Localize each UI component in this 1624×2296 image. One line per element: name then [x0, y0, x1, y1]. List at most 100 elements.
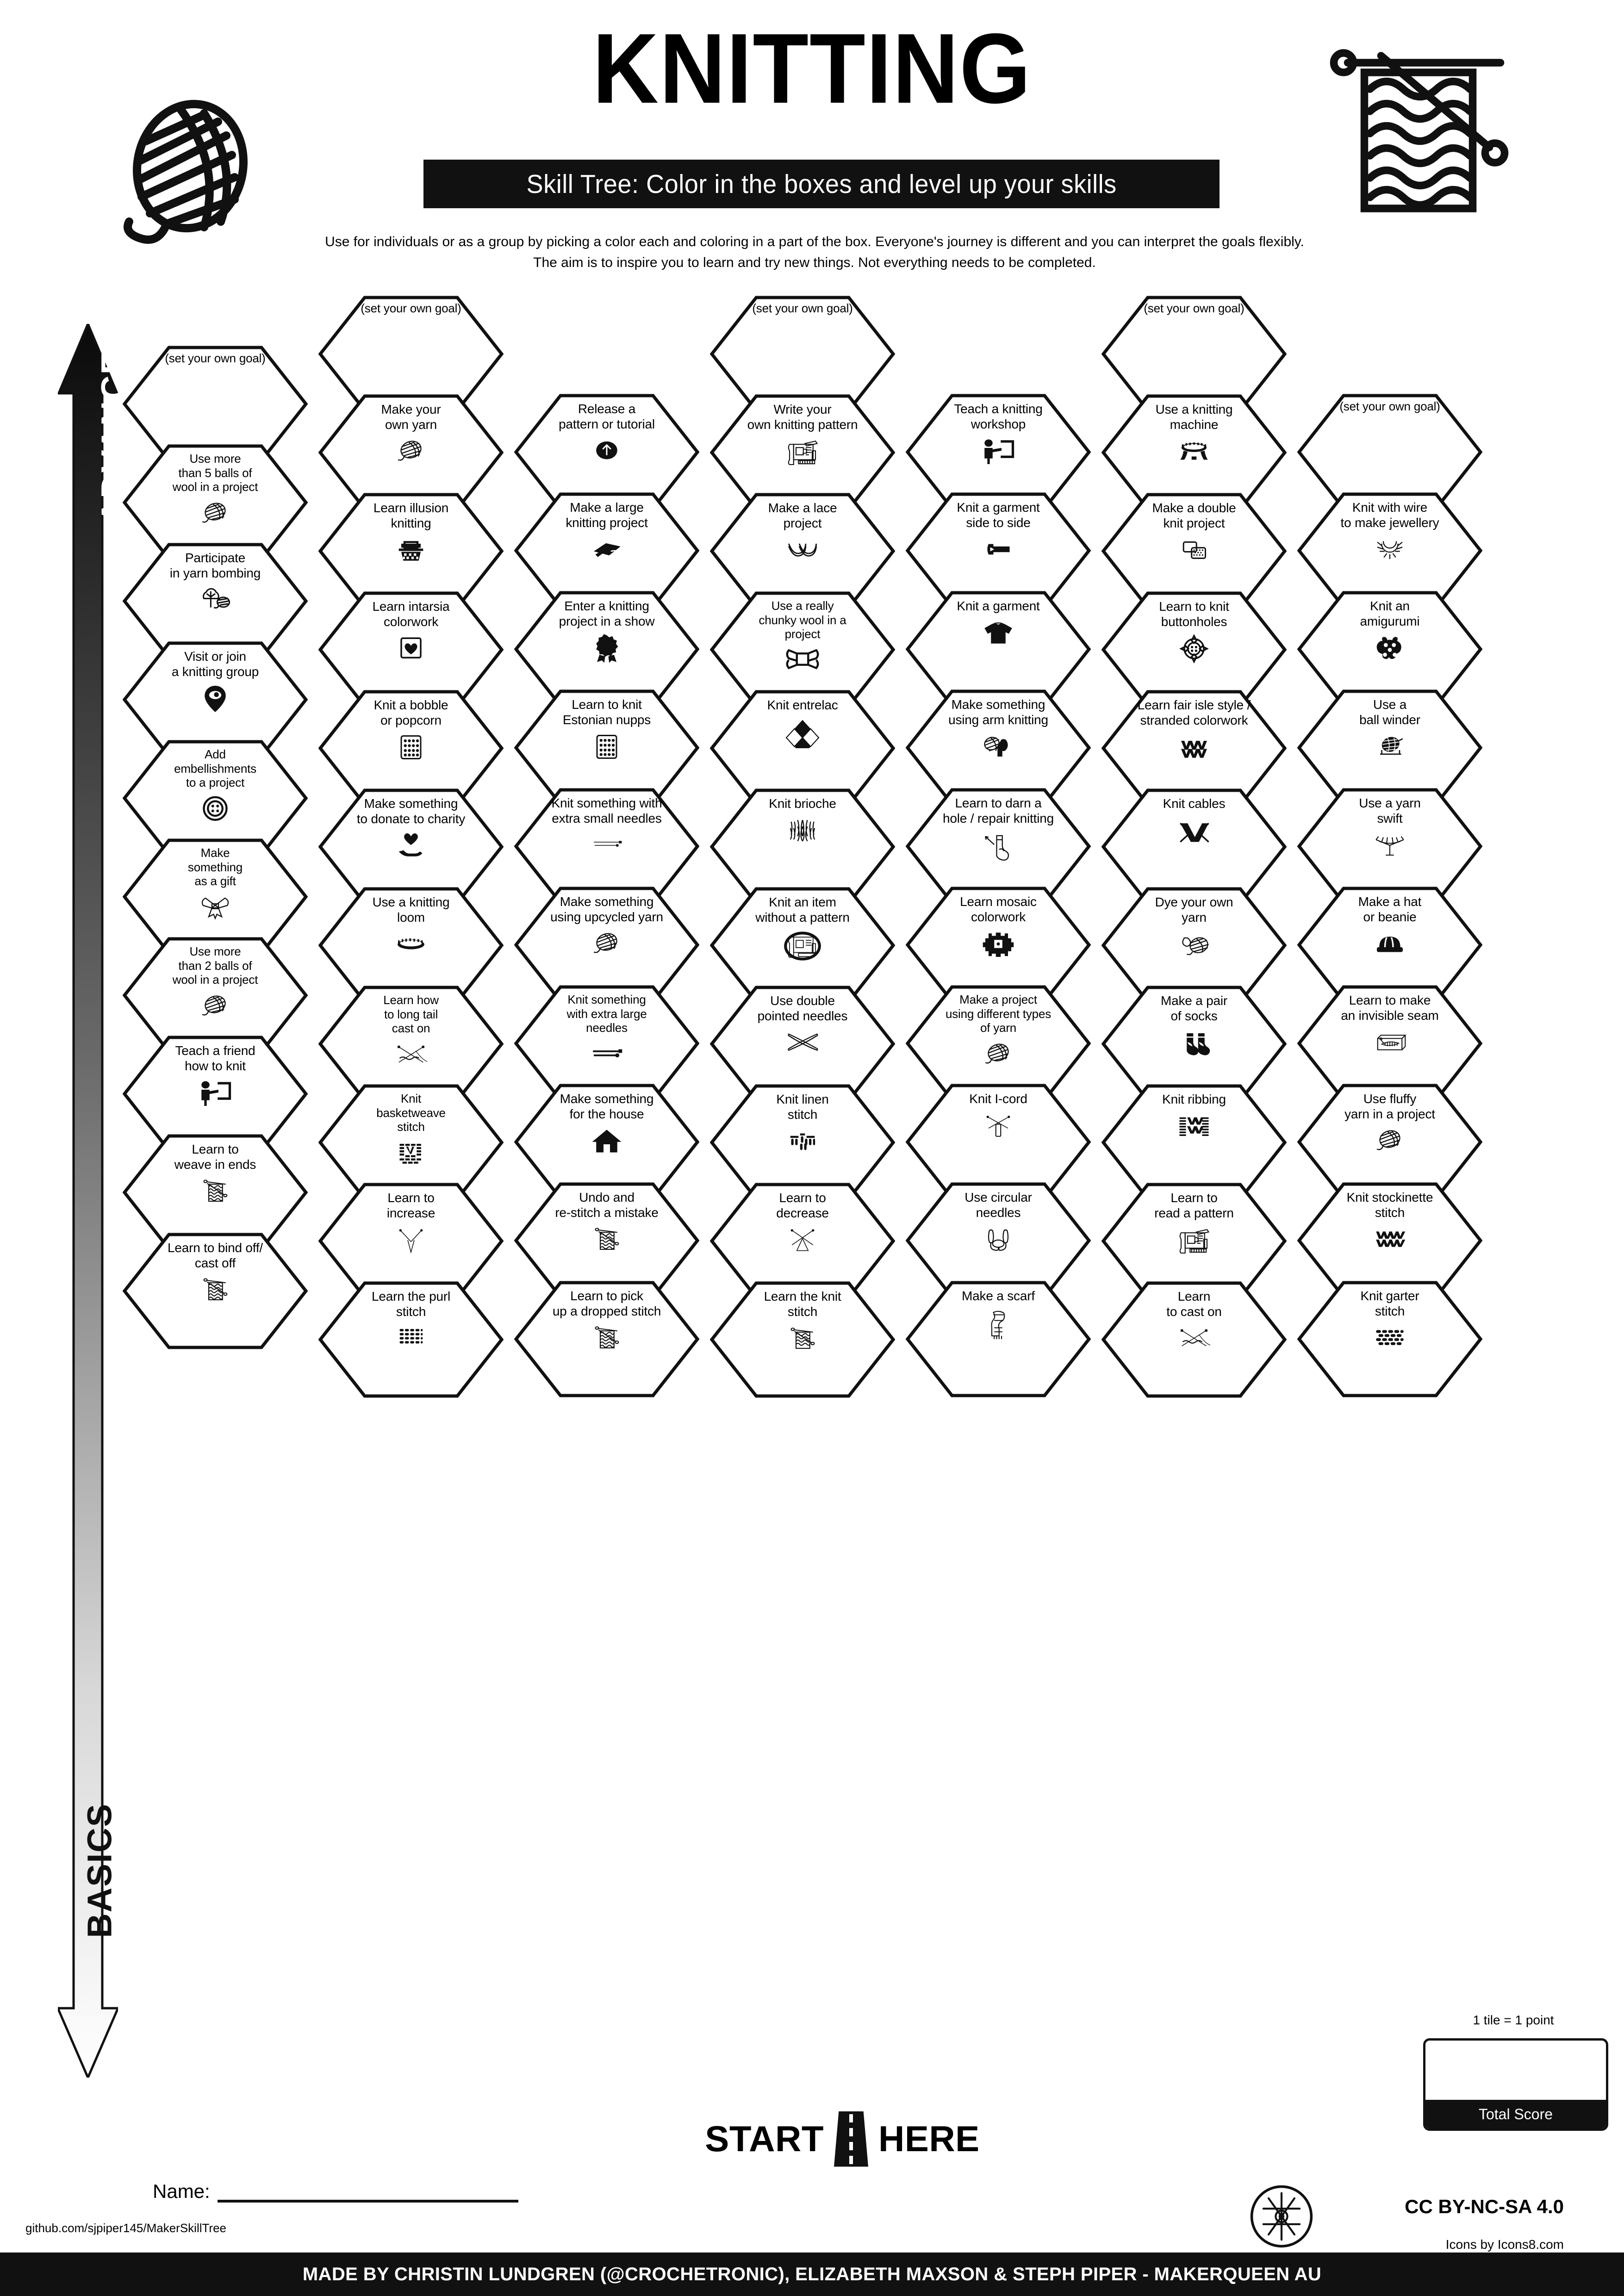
skill-tile[interactable]: Make a scarf — [906, 1281, 1091, 1397]
skill-tile-label-line: Learn — [1177, 1289, 1211, 1303]
skill-tile-label-line: stitch — [1375, 1304, 1405, 1319]
skill-tile[interactable]: Learn to knit Estonian nupps — [514, 689, 699, 806]
skill-tile[interactable]: Make something using upcycled yarn — [514, 887, 699, 1003]
skill-tile-label: Make a large knitting project — [530, 500, 683, 530]
skill-tile-label: Make something using upcycled yarn — [530, 894, 683, 925]
skill-tile-label-line: Make a scarf — [962, 1289, 1035, 1303]
skill-tile-label-line: wool in a project — [172, 480, 258, 494]
skill-tile-label-line: Dye your own — [1155, 895, 1233, 909]
skill-tile[interactable]: Knit entrelac — [710, 690, 895, 807]
decrease-icon — [775, 1223, 830, 1257]
skill-tile-label-line: or beanie — [1363, 910, 1417, 925]
skill-tile[interactable]: Dye your own yarn — [1101, 887, 1287, 1004]
skill-tile[interactable]: Learn to read a pattern — [1101, 1183, 1287, 1299]
skill-tile[interactable]: Knit a bobble or popcorn — [318, 690, 504, 807]
skill-tile[interactable]: Knit basketweave stitch — [318, 1084, 504, 1201]
skill-tile[interactable]: Learn illusion knitting — [318, 493, 504, 609]
skill-tile-label-line: Use more — [189, 944, 241, 958]
skill-tile-label: Learn to decrease — [726, 1190, 879, 1221]
skill-tile[interactable]: Knit something with extra large needles — [514, 985, 699, 1102]
skill-tile-label-line: Add — [205, 747, 226, 761]
skill-tile-label-line: Undo and — [579, 1190, 635, 1204]
skill-tile-label-line: (set your own goal) — [752, 301, 853, 315]
skill-tile-label-line: Enter a knitting — [564, 599, 649, 613]
skill-tile-label-line: ball winder — [1359, 713, 1420, 727]
skill-tile-label-line: Knit ribbing — [1162, 1092, 1226, 1106]
skill-tile-label: Use a yarn swift — [1313, 795, 1466, 826]
skill-tile[interactable]: Make a pair of socks — [1101, 986, 1287, 1102]
skill-tile-label-line: Write your — [773, 402, 832, 416]
skill-tile-label: Learn mosaic colorwork — [922, 894, 1075, 925]
skill-tile-label-line: Learn illusion — [373, 501, 449, 515]
skill-tile[interactable]: Learn to pick up a dropped stitch — [514, 1281, 699, 1397]
skill-tile-label: Make a lace project — [726, 500, 879, 531]
skill-tile[interactable]: Learn to bind off/cast off — [123, 1233, 308, 1349]
skill-tile-label-line: knitting — [391, 516, 431, 531]
total-score-box[interactable]: Total Score — [1423, 2038, 1608, 2131]
skill-tile[interactable]: Knit I-cord — [906, 1084, 1091, 1200]
skill-tile[interactable]: Make a large knitting project — [514, 492, 699, 609]
pattern-blueprint-icon — [775, 434, 830, 469]
skill-tile[interactable]: Knit brioche — [710, 788, 895, 905]
skill-tile-label-line: chunky wool in a — [759, 613, 846, 627]
score-box-fill — [1425, 2100, 1606, 2128]
skill-tile[interactable]: Knit with wire to make jewellery — [1297, 492, 1482, 609]
name-input-rule[interactable] — [217, 2195, 518, 2203]
skill-tile[interactable]: Learn to knit buttonholes — [1101, 591, 1287, 708]
dots-grid-icon — [579, 730, 635, 764]
skill-tile[interactable]: Make something for the house — [514, 1084, 699, 1200]
skill-tile[interactable]: Learn the knit stitch — [710, 1281, 895, 1398]
basketweave-icon — [383, 1136, 439, 1171]
skill-tile[interactable]: Learn fair isle style / stranded colorwor… — [1101, 690, 1287, 807]
skill-tile[interactable]: Make a lace project — [710, 493, 895, 609]
skill-tile-label-line: Learn to — [387, 1191, 435, 1205]
skill-tile-label-line: Make a double — [1152, 501, 1236, 515]
skill-tile[interactable]: Make a double knit project — [1101, 493, 1287, 609]
skill-tile-label-line: Learn to make — [1349, 993, 1431, 1007]
skill-tile-label: Make a pair of socks — [1118, 993, 1270, 1024]
skill-tile[interactable]: Undo and re-stitch a mistake — [514, 1182, 699, 1299]
teacher-icon — [187, 1076, 243, 1110]
skill-tile[interactable]: Release a pattern or tutorial — [514, 394, 699, 510]
skill-tile-label-line: colorwork — [971, 910, 1026, 925]
skill-tile[interactable]: Knit linen stitch — [710, 1084, 895, 1201]
name-field[interactable]: Name: — [153, 2175, 662, 2203]
skill-tile-label-line: Learn how — [383, 993, 439, 1007]
skill-tile-label-line: up a dropped stitch — [552, 1304, 661, 1319]
skill-tile-label: Knit linen stitch — [726, 1092, 879, 1122]
name-label: Name: — [153, 2180, 210, 2202]
skill-tile-label-line: stitch — [396, 1304, 426, 1319]
github-link[interactable]: github.com/sjpiper145/MakerSkillTree — [25, 2221, 227, 2235]
skill-tile[interactable]: Learn to increase — [318, 1183, 504, 1299]
skill-tile-label-line: pointed needles — [757, 1009, 848, 1024]
skill-tile[interactable]: Learn to weave in ends — [123, 1134, 308, 1251]
skill-tile[interactable]: Learn to cast on — [1101, 1281, 1287, 1398]
skill-tile[interactable]: Use fluffy yarn in a project — [1297, 1084, 1482, 1200]
skill-tile[interactable]: Use a ball winder — [1297, 689, 1482, 806]
skill-tile[interactable]: Knit cables — [1101, 788, 1287, 905]
skill-tile[interactable]: Use a knitting machine — [1101, 394, 1287, 511]
skill-tile[interactable]: Knit something with extra small needles — [514, 788, 699, 905]
skill-tile[interactable]: Learn to make an invisible seam — [1297, 985, 1482, 1102]
skill-tile-label-line: Participate — [185, 551, 246, 565]
skill-tile[interactable]: Learn the purl stitch — [318, 1281, 504, 1398]
yarn-ball-icon — [383, 434, 439, 469]
skill-tile[interactable]: Use more than 5 balls of wool in a project — [123, 444, 308, 561]
skill-tile-label-line: stitch — [1375, 1205, 1405, 1220]
skill-tile-label-line: for the house — [569, 1107, 644, 1122]
skill-tile-label: Knit an amigurumi — [1313, 598, 1466, 629]
skill-tile-label-line: to make jewellery — [1340, 515, 1439, 530]
skill-tile[interactable]: Use a knitting loom — [318, 887, 504, 1004]
lace-scallop-icon — [775, 533, 830, 567]
skill-tile[interactable]: Knit stockinette stitch — [1297, 1182, 1482, 1299]
skill-tile[interactable]: Add embellishments to a project — [123, 740, 308, 856]
fairisle-icon — [1166, 730, 1222, 764]
skill-tile[interactable]: Use more than 2 balls of wool in a project — [123, 937, 308, 1054]
none — [1362, 416, 1418, 450]
skill-tile[interactable]: Knit garter stitch — [1297, 1281, 1482, 1397]
skill-tile[interactable]: Make a hat or beanie — [1297, 887, 1482, 1003]
skill-tile[interactable]: Knit an amigurumi — [1297, 591, 1482, 707]
skill-tile[interactable]: Learn mosaic colorwork — [906, 887, 1091, 1003]
skill-tile[interactable]: Make a project using different types of ya… — [906, 985, 1091, 1102]
skill-tile[interactable]: Make something to donate to charity — [318, 788, 504, 905]
